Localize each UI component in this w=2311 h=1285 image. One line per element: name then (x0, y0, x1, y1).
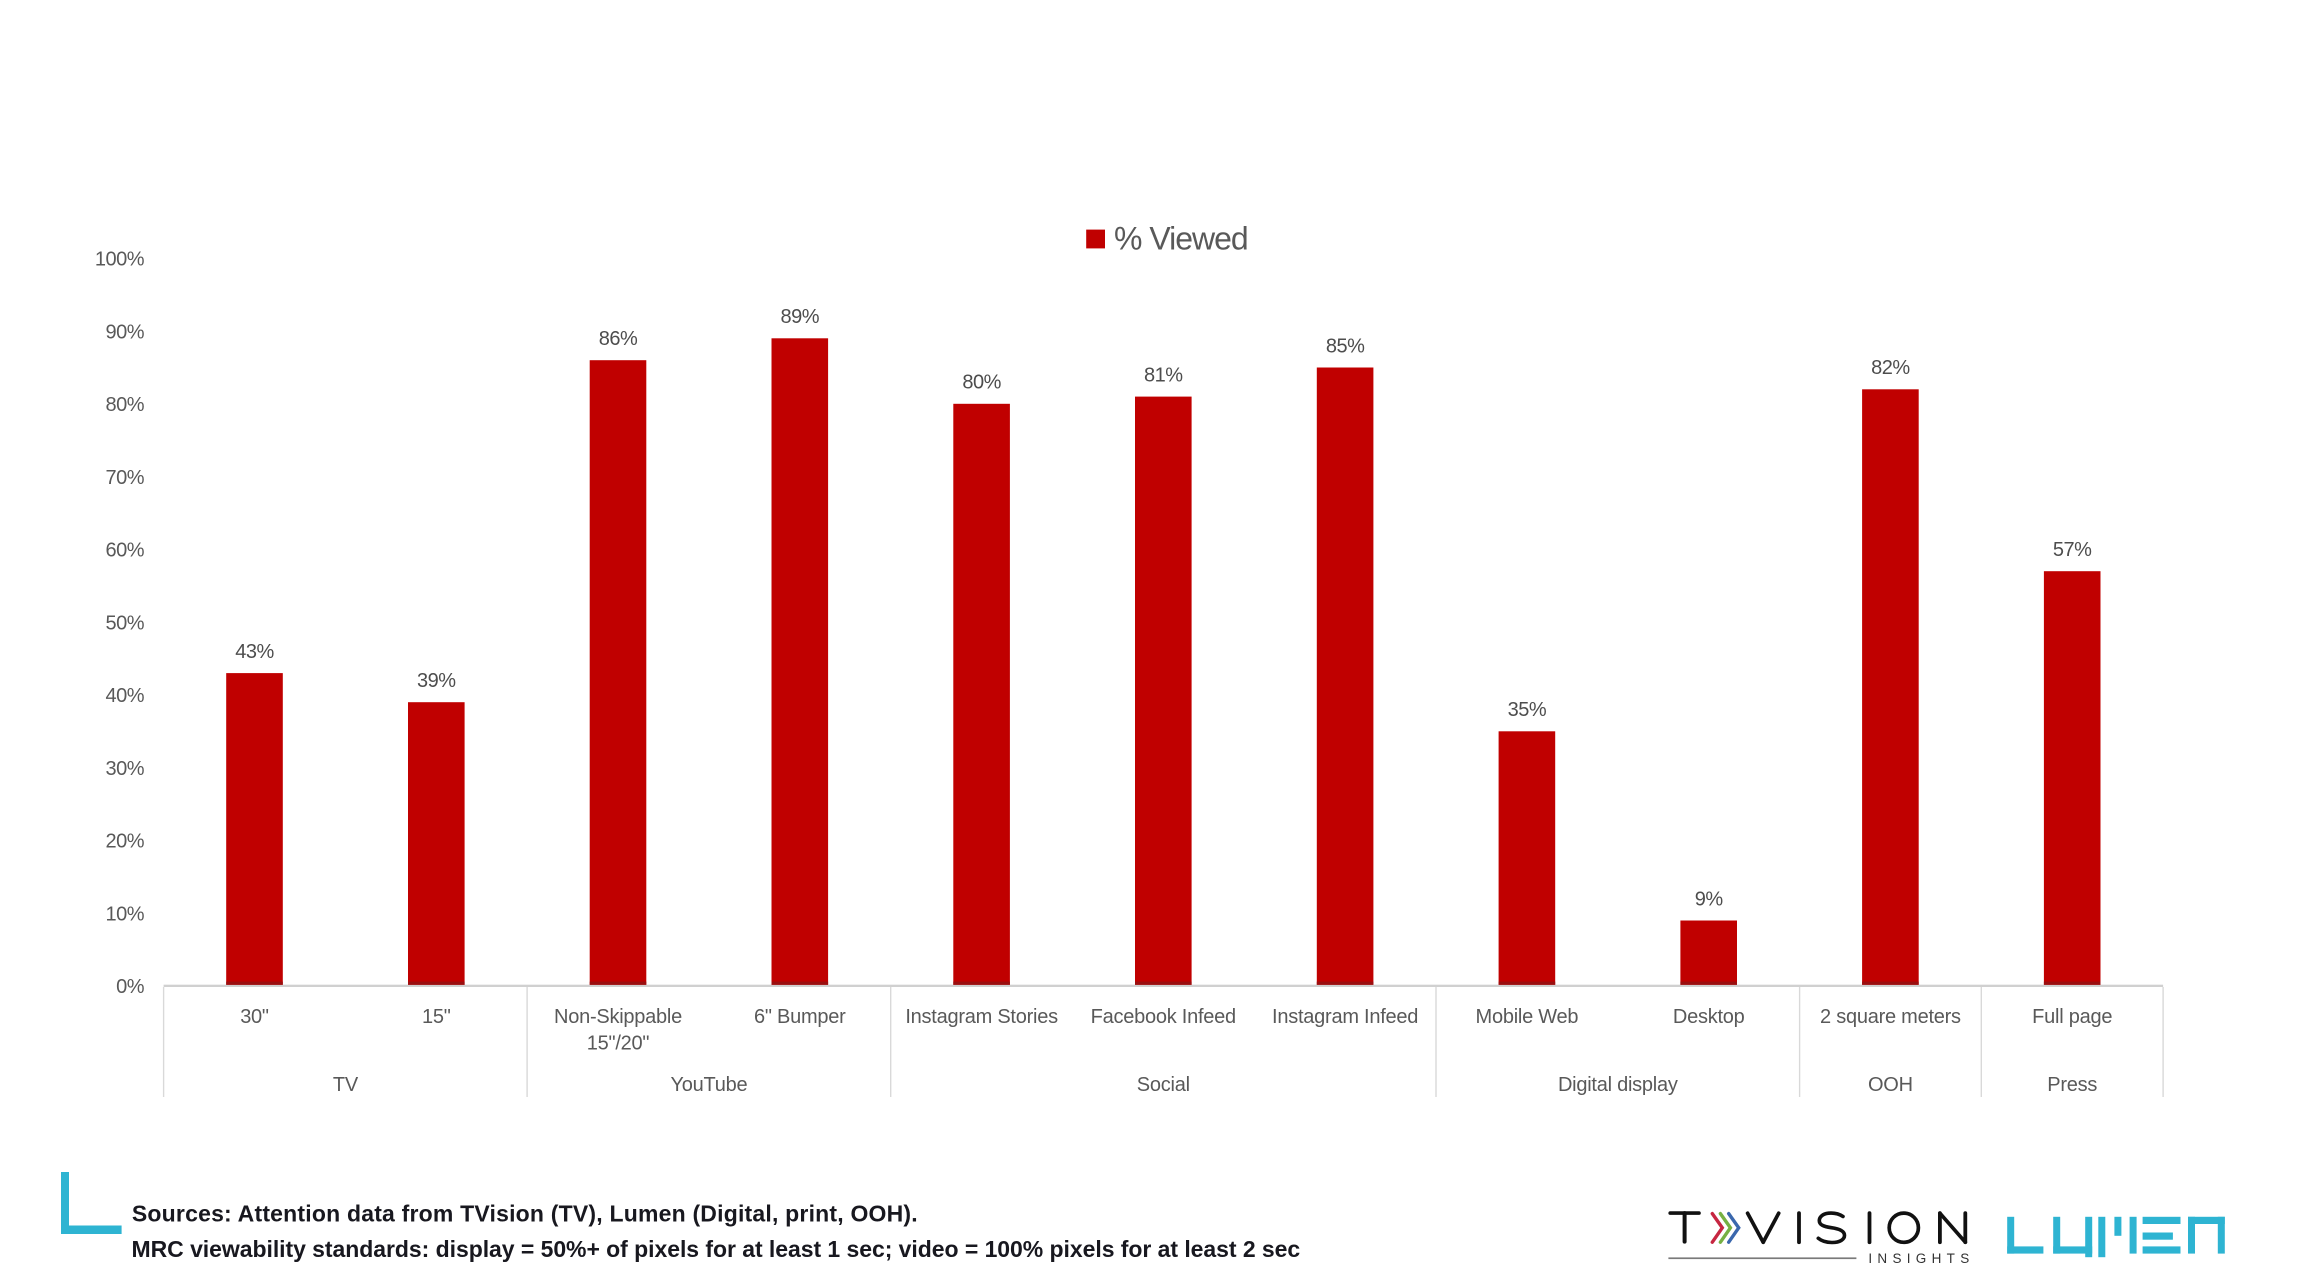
svg-text:OOH: OOH (1868, 1074, 1913, 1096)
svg-text:9%: 9% (1695, 888, 1724, 910)
svg-text:MRC viewability standards: dis: MRC viewability standards: display = 50%… (132, 1236, 1301, 1262)
svg-text:39%: 39% (417, 670, 456, 692)
svg-text:81%: 81% (1144, 364, 1183, 386)
svg-text:85%: 85% (1326, 335, 1365, 357)
svg-text:40%: 40% (105, 685, 144, 707)
svg-text:89%: 89% (781, 306, 820, 328)
svg-text:15": 15" (422, 1006, 451, 1028)
svg-text:57%: 57% (2053, 539, 2092, 561)
svg-text:Desktop: Desktop (1673, 1006, 1745, 1028)
svg-text:Digital display: Digital display (1558, 1074, 1678, 1096)
svg-text:Mobile Web: Mobile Web (1476, 1006, 1579, 1028)
svg-text:90%: 90% (105, 321, 144, 343)
svg-text:0%: 0% (116, 976, 145, 998)
svg-text:30": 30" (240, 1006, 269, 1028)
svg-text:TV: TV (333, 1074, 359, 1096)
svg-text:60%: 60% (105, 540, 144, 562)
svg-text:30%: 30% (105, 758, 144, 780)
svg-text:Instagram Infeed: Instagram Infeed (1272, 1006, 1418, 1028)
svg-text:15"/20": 15"/20" (587, 1032, 650, 1054)
svg-text:20%: 20% (105, 831, 144, 853)
svg-text:6" Bumper: 6" Bumper (754, 1006, 846, 1028)
svg-text:% Viewed: % Viewed (1114, 221, 1248, 257)
svg-text:Full page: Full page (2032, 1006, 2112, 1028)
svg-text:35%: 35% (1508, 699, 1547, 721)
svg-text:INSIGHTS: INSIGHTS (1868, 1251, 1974, 1266)
svg-text:80%: 80% (105, 394, 144, 416)
svg-text:80%: 80% (962, 372, 1001, 394)
svg-text:Sources: Attention data from T: Sources: Attention data from TVision (TV… (132, 1201, 918, 1227)
svg-text:2 square meters: 2 square meters (1820, 1006, 1961, 1028)
svg-text:Non-Skippable: Non-Skippable (554, 1006, 682, 1028)
svg-text:Instagram Stories: Instagram Stories (905, 1006, 1058, 1028)
svg-text:82%: 82% (1871, 357, 1910, 379)
svg-text:86%: 86% (599, 328, 638, 350)
svg-text:Social: Social (1137, 1074, 1190, 1096)
svg-text:50%: 50% (105, 612, 144, 634)
svg-text:70%: 70% (105, 467, 144, 489)
svg-text:100%: 100% (95, 249, 145, 271)
svg-text:10%: 10% (105, 903, 144, 925)
svg-text:Press: Press (2047, 1074, 2097, 1096)
svg-text:YouTube: YouTube (670, 1074, 747, 1096)
svg-text:Facebook Infeed: Facebook Infeed (1091, 1006, 1236, 1028)
svg-text:43%: 43% (235, 641, 274, 663)
